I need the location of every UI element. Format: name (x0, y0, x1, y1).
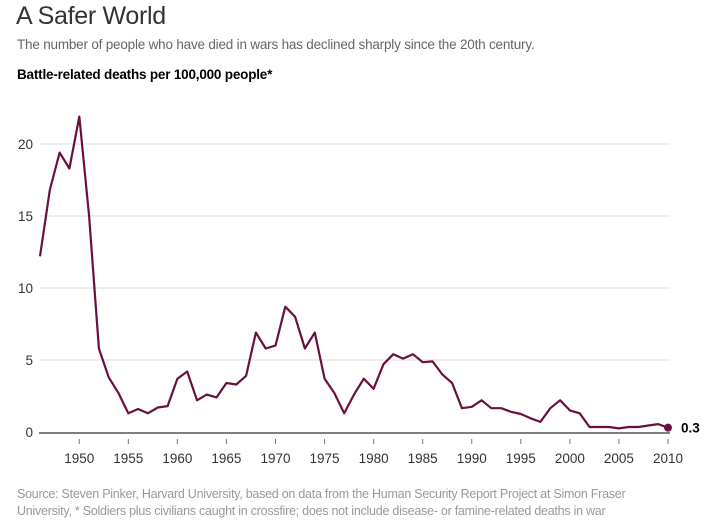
chart-subtitle: The number of people who have died in wa… (17, 37, 535, 52)
x-tick-label: 1970 (260, 451, 290, 466)
x-tick-label: 1975 (310, 451, 340, 466)
x-axis-ticks: 1950 1955 1960 1965 1970 1975 1980 1985 1990 1995… (64, 439, 683, 466)
x-tick-label: 1960 (162, 451, 192, 466)
y-tick-label: 10 (18, 281, 33, 296)
x-tick-label: 1985 (408, 451, 438, 466)
y-tick-label: 5 (25, 353, 33, 368)
end-value-label: 0.3 (681, 421, 700, 436)
x-tick-label: 1965 (211, 451, 241, 466)
x-tick-label: 1990 (457, 451, 487, 466)
x-tick-label: 2000 (555, 451, 585, 466)
x-tick-label: 1955 (113, 451, 143, 466)
x-tick-label: 1980 (359, 451, 389, 466)
y-tick-label: 20 (18, 137, 33, 152)
end-point-marker (664, 423, 672, 432)
measure-label: Battle-related deaths per 100,000 people… (17, 67, 273, 82)
y-tick-label: 0 (25, 425, 33, 440)
y-tick-label: 15 (18, 209, 33, 224)
gridlines (40, 143, 670, 361)
source-line-2: University, * Soldiers plus civilians ca… (17, 504, 606, 518)
source-note: Source: Steven Pinker, Harvard Universit… (17, 486, 717, 520)
x-tick-label: 1995 (506, 451, 536, 466)
y-axis-ticks: 0 5 10 15 20 (18, 137, 33, 440)
source-line-1: Source: Steven Pinker, Harvard Universit… (17, 487, 626, 501)
x-tick-label: 2010 (653, 451, 683, 466)
line-chart: 0 5 10 15 20 1950 1955 1960 1965 1970 1975 1980 198… (18, 115, 700, 466)
series-line (38, 115, 669, 430)
x-tick-label: 1950 (64, 451, 94, 466)
chart-title: A Safer World (16, 2, 166, 30)
x-tick-label: 2005 (604, 451, 634, 466)
